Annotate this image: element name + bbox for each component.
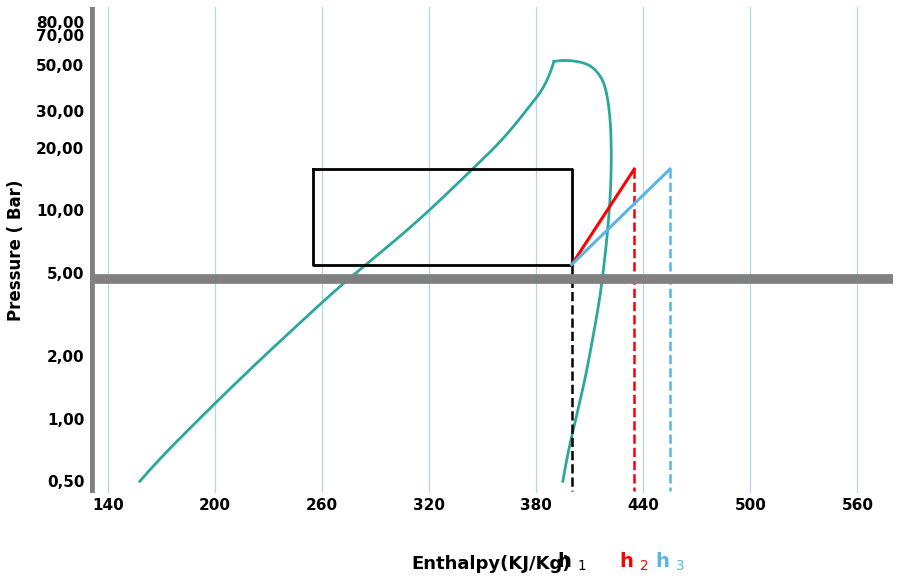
Text: h $_{1}$: h $_{1}$ <box>557 551 587 574</box>
X-axis label: Enthalpy(KJ/Kg): Enthalpy(KJ/Kg) <box>411 555 572 573</box>
Text: h $_{3}$: h $_{3}$ <box>654 551 685 574</box>
Text: h $_{2}$: h $_{2}$ <box>619 551 649 574</box>
Y-axis label: Pressure ( Bar): Pressure ( Bar) <box>7 179 25 321</box>
